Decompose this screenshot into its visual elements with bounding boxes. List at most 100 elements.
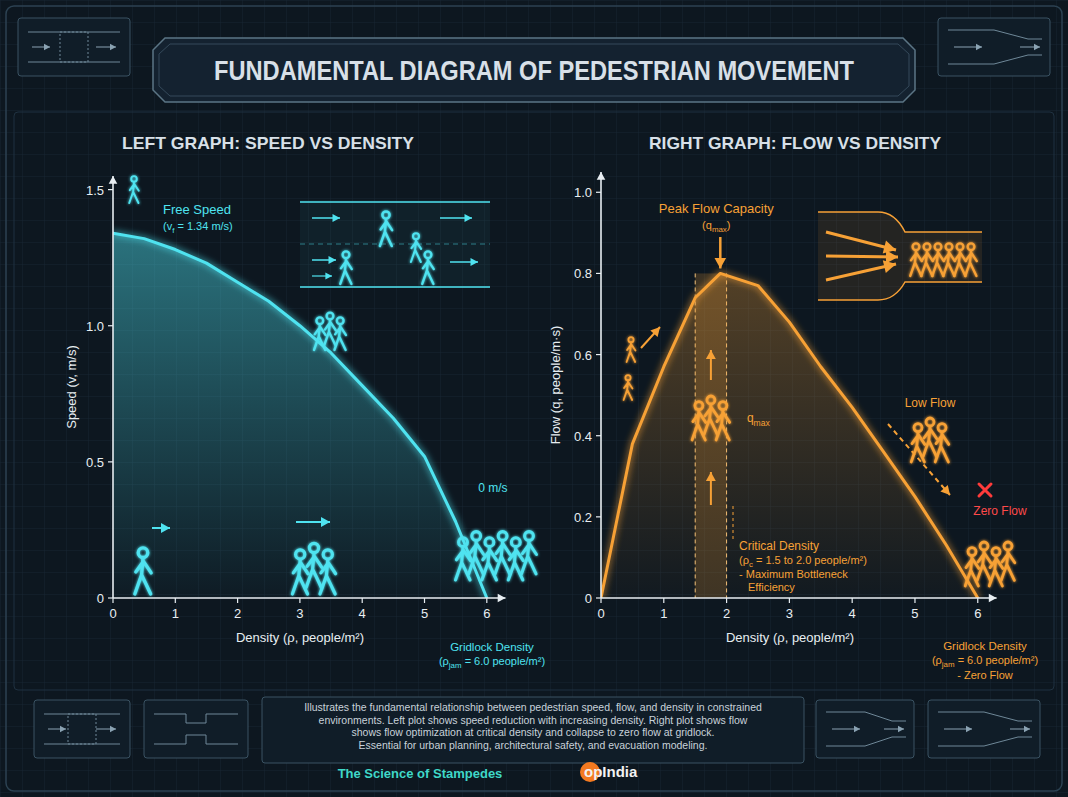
x-axis-line bbox=[601, 597, 997, 599]
icon-body bbox=[334, 325, 346, 350]
icon-body bbox=[1001, 551, 1015, 581]
pedestrian-icon bbox=[129, 176, 139, 203]
icon-head bbox=[914, 424, 922, 432]
decor-box bbox=[144, 700, 248, 758]
corridor-wall bbox=[300, 286, 490, 288]
decor-box bbox=[60, 32, 88, 62]
pedestrian-icon bbox=[411, 233, 421, 262]
annotation: Critical Density bbox=[739, 539, 819, 553]
pedestrian-icon bbox=[932, 243, 944, 276]
icon-head bbox=[719, 402, 727, 410]
icon-head bbox=[498, 532, 507, 541]
arrow-head bbox=[597, 172, 606, 180]
annotation: (vf = 1.34 m/s) bbox=[163, 220, 233, 235]
pedestrian-icon bbox=[522, 532, 537, 574]
icon-body bbox=[704, 405, 718, 435]
x-tick bbox=[852, 598, 853, 603]
arrow-head bbox=[471, 258, 479, 266]
icon-body bbox=[965, 251, 977, 276]
x-tick bbox=[726, 598, 727, 603]
icon-head bbox=[625, 375, 630, 380]
text-part: (ρ bbox=[932, 654, 942, 666]
icon-body bbox=[624, 381, 633, 400]
caption: Illustrates the fundamental relationship… bbox=[262, 697, 804, 763]
annotation: Low Flow bbox=[905, 396, 956, 410]
arrow-head bbox=[498, 594, 506, 603]
x-axis-label: Density (ρ, people/m²) bbox=[236, 630, 364, 645]
x-tick bbox=[663, 598, 664, 603]
y-tick bbox=[596, 597, 601, 598]
caption-line: shows flow optimization at critical dens… bbox=[352, 726, 715, 738]
annotation: Gridlock Density bbox=[450, 641, 534, 653]
text-part: (q bbox=[702, 219, 712, 231]
icon-head bbox=[525, 532, 534, 541]
icon-head bbox=[628, 337, 633, 342]
text-part: = 6.0 people/m²) bbox=[955, 654, 1038, 666]
icon-head bbox=[992, 548, 1000, 556]
icon-head bbox=[938, 424, 946, 432]
zero-flow-x bbox=[979, 484, 991, 496]
icon-head bbox=[946, 243, 953, 250]
y-tick-label: 1.0 bbox=[574, 185, 592, 200]
caption-line: Illustrates the fundamental relationship… bbox=[304, 701, 762, 713]
pedestrian-icon bbox=[921, 243, 933, 276]
icon-body bbox=[522, 541, 537, 574]
annotation: Gridlock Density bbox=[943, 640, 1027, 652]
annotation: - Zero Flow bbox=[957, 669, 1013, 681]
x-tick-label: 2 bbox=[723, 606, 730, 621]
x-tick bbox=[424, 598, 425, 603]
icon-head bbox=[695, 402, 703, 410]
x-tick bbox=[600, 598, 601, 603]
pedestrian-icon bbox=[340, 251, 352, 284]
outer-frame bbox=[6, 6, 1062, 791]
corridor-lane bbox=[300, 244, 490, 245]
x-tick bbox=[299, 598, 300, 603]
y-tick bbox=[108, 189, 113, 190]
annotation: (ρjam = 6.0 people/m²) bbox=[932, 654, 1038, 669]
arrow-head bbox=[706, 350, 716, 359]
pedestrian-icon bbox=[135, 548, 151, 594]
arrow-head bbox=[886, 250, 898, 263]
icon-head bbox=[485, 538, 494, 547]
pedestrian-icon bbox=[306, 543, 322, 587]
arrow-head bbox=[854, 726, 860, 733]
subscript: jam bbox=[941, 660, 955, 669]
area bbox=[601, 273, 978, 598]
icon-body bbox=[135, 558, 151, 594]
text-part: = 1.5 to 2.0 people/m²) bbox=[753, 554, 867, 566]
arrow-head bbox=[966, 726, 972, 733]
icon-body bbox=[129, 182, 139, 203]
pedestrian-icon bbox=[943, 243, 955, 276]
icon-body bbox=[411, 240, 421, 262]
text-part: (ρ bbox=[439, 655, 449, 667]
x-tick-label: 2 bbox=[234, 606, 241, 621]
decor-box bbox=[68, 714, 96, 744]
canvas: FUNDAMENTAL DIAGRAM OF PEDESTRIAN MOVEME… bbox=[0, 0, 1068, 797]
corner-decoration bbox=[144, 700, 248, 758]
x-tick-label: 1 bbox=[172, 606, 179, 621]
y-tick bbox=[596, 354, 601, 355]
corridor-inset bbox=[300, 200, 490, 288]
annotation: Free Speed bbox=[163, 202, 231, 217]
icon-body bbox=[306, 554, 322, 588]
icon-head bbox=[459, 538, 468, 547]
pedestrian-icon bbox=[923, 418, 937, 456]
icon-head bbox=[337, 317, 344, 324]
y-tick-label: 0 bbox=[585, 591, 592, 606]
x-tick-label: 6 bbox=[974, 606, 981, 621]
x-tick bbox=[362, 598, 363, 603]
annotation: (ρc = 1.5 to 2.0 people/m²) bbox=[739, 554, 867, 569]
annotation: (qmax) bbox=[702, 219, 730, 234]
chart-title: LEFT GRAPH: SPEED VS DENSITY bbox=[122, 134, 415, 153]
text-part: ) bbox=[727, 219, 731, 231]
arrow-head bbox=[329, 256, 337, 264]
line bbox=[601, 273, 978, 598]
decor-funnel bbox=[826, 712, 906, 746]
caption-line: Essential for urban planning, architectu… bbox=[359, 739, 708, 751]
pedestrian-icon bbox=[977, 542, 991, 580]
icon-body bbox=[932, 251, 944, 276]
subscript: max bbox=[754, 418, 771, 428]
x-tick-label: 5 bbox=[911, 606, 918, 621]
y-tick-label: 1.0 bbox=[86, 319, 104, 334]
icon-body bbox=[910, 251, 922, 276]
